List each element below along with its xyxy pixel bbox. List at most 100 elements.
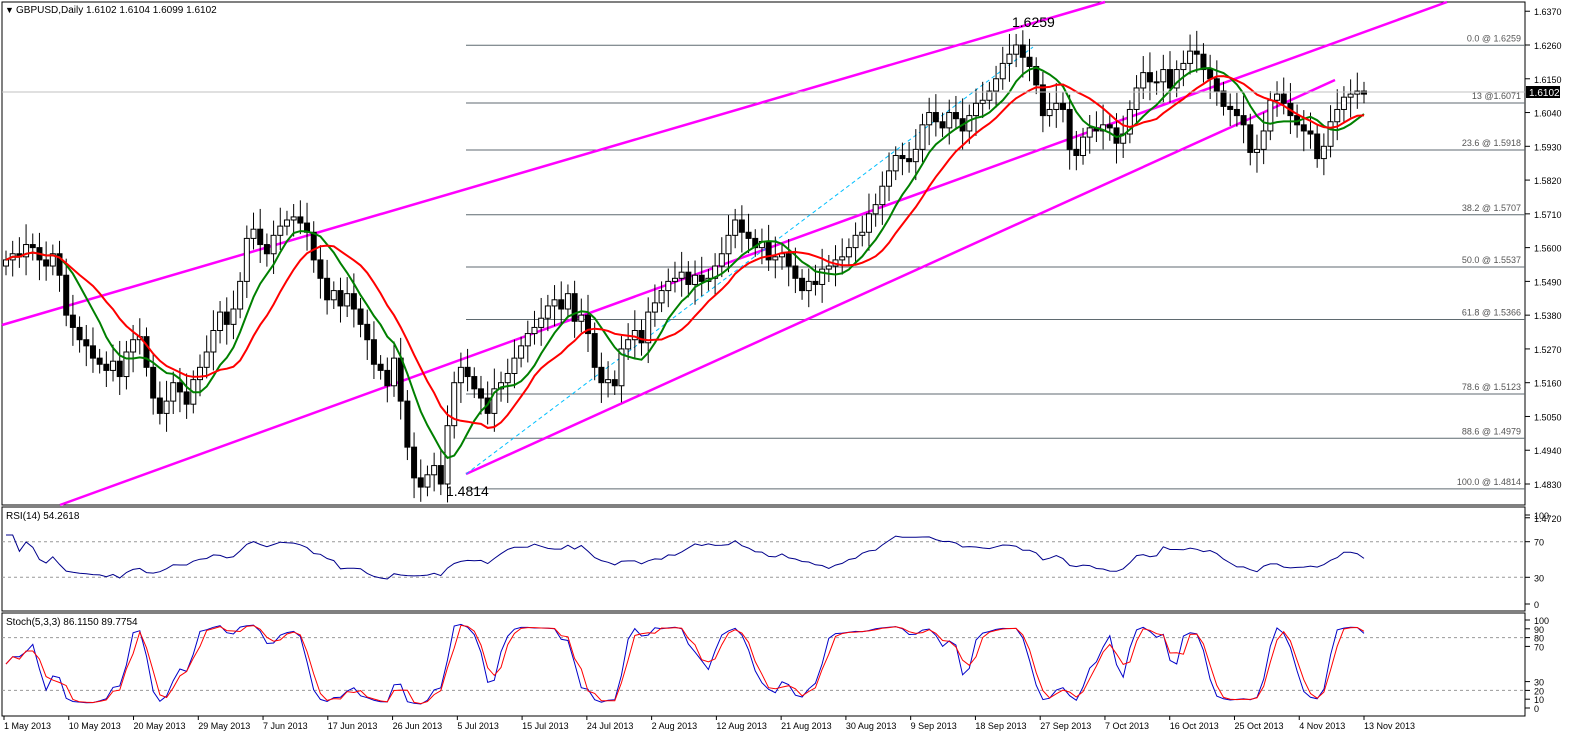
candle-body <box>792 265 799 279</box>
candle <box>451 371 458 439</box>
candle <box>404 390 411 461</box>
stoch-axis-tick-label: 30 <box>1534 678 1544 688</box>
candle-body <box>290 216 297 221</box>
candle <box>197 354 203 397</box>
candle-body <box>1180 62 1187 71</box>
candle-body <box>370 339 377 365</box>
candle-body <box>678 271 685 279</box>
candle-body <box>230 308 237 325</box>
price-axis-tick-label: 1.6260 <box>1534 41 1562 51</box>
price-axis: 1.6370 1.6260 1.6150 1.6040 1.5930 1.5820 1.57… <box>1525 7 1562 524</box>
price-axis-tick-label: 1.4830 <box>1534 480 1562 490</box>
candle-body <box>1006 53 1013 64</box>
candle-body <box>1073 148 1080 157</box>
candle <box>424 465 431 497</box>
fib-level-label: 50.0 @ 1.5537 <box>1462 255 1521 265</box>
candle-body <box>63 274 70 316</box>
candle-body <box>1220 90 1227 107</box>
candle <box>1233 92 1240 127</box>
candle <box>89 327 96 373</box>
candle-body <box>471 376 478 390</box>
candle <box>631 310 638 359</box>
candle-body <box>103 363 110 371</box>
fib-level-label: 88.6 @ 1.4979 <box>1462 426 1521 436</box>
main-panel-header: GBPUSD,Daily 1.6102 1.6104 1.6099 1.6102 <box>16 5 217 16</box>
candle-body <box>451 382 458 427</box>
time-axis: 1 May 2013 10 May 2013 20 May 2013 29 May 2… <box>3 716 1415 731</box>
candle <box>310 221 317 273</box>
candle <box>658 281 665 313</box>
candle <box>150 354 157 415</box>
candle-body <box>143 336 150 368</box>
candle-body <box>1300 124 1307 132</box>
candle <box>926 97 933 146</box>
candle-body <box>337 290 344 307</box>
candle <box>1253 134 1260 173</box>
candle-body <box>919 124 926 150</box>
candle <box>651 284 658 327</box>
channel-upper-line <box>1 0 1106 327</box>
candle <box>932 94 939 137</box>
candle-body <box>1106 124 1113 129</box>
candle <box>511 339 518 389</box>
symbol-triangle-icon[interactable]: ▼ <box>5 5 14 15</box>
candle-body <box>270 234 277 255</box>
candle <box>317 245 324 299</box>
price-axis-tick-label: 1.5490 <box>1534 277 1562 287</box>
time-axis-date-label: 10 May 2013 <box>69 721 121 731</box>
candle-body <box>1193 50 1200 55</box>
candle <box>638 319 645 356</box>
candle-body <box>544 305 551 319</box>
candle <box>571 280 578 338</box>
candle-body <box>1340 96 1347 110</box>
candle <box>845 238 852 267</box>
candle-body <box>1140 72 1147 89</box>
candle <box>1354 72 1361 109</box>
candle-body <box>712 265 719 279</box>
candle-body <box>1039 84 1046 117</box>
candle-body <box>330 290 337 301</box>
candle-body <box>457 366 464 384</box>
candle <box>665 268 672 308</box>
candle <box>952 95 959 130</box>
candle-body <box>384 369 391 387</box>
candle-body <box>819 268 826 285</box>
stoch-panel-header: Stoch(5,3,3) 86.1150 89.7754 <box>6 617 138 628</box>
candle-body <box>283 219 290 227</box>
candle-body <box>845 247 852 258</box>
candle <box>1327 105 1334 158</box>
stoch-axis-tick-label: 90 <box>1534 625 1544 635</box>
stoch-panel-frame <box>1 612 1526 717</box>
candle-body <box>203 351 210 368</box>
price-axis-tick-label: 1.4940 <box>1534 446 1562 456</box>
candle-body <box>156 397 163 414</box>
fib-level-label: 13 @1.6071 <box>1472 91 1521 101</box>
time-axis-date-label: 25 Oct 2013 <box>1234 721 1283 731</box>
candle-body <box>986 90 993 101</box>
candle <box>217 301 224 344</box>
candle <box>591 322 598 381</box>
candle <box>685 261 692 298</box>
candle <box>1314 124 1321 168</box>
candle <box>671 261 678 293</box>
candle <box>785 239 792 287</box>
candle-body <box>605 379 612 384</box>
price-axis-tick-label: 1.6040 <box>1534 109 1562 119</box>
stoch-main-line <box>5 623 1365 705</box>
candle <box>718 237 725 278</box>
stoch-axis-tick-label: 0 <box>1534 704 1539 714</box>
candle-body <box>1160 69 1167 83</box>
time-axis-date-label: 15 Jul 2013 <box>522 721 569 731</box>
candle-body <box>49 253 56 267</box>
candle-body <box>973 102 979 117</box>
candle-body <box>43 259 50 267</box>
time-axis-date-label: 5 Jul 2013 <box>457 721 499 731</box>
candle <box>384 357 391 403</box>
candle <box>431 452 438 492</box>
candle-body <box>625 339 632 350</box>
candle-body <box>130 339 137 353</box>
candle-body <box>812 280 819 285</box>
time-axis-date-label: 16 Oct 2013 <box>1170 721 1219 731</box>
candle <box>96 348 103 374</box>
candle-body <box>96 357 103 365</box>
